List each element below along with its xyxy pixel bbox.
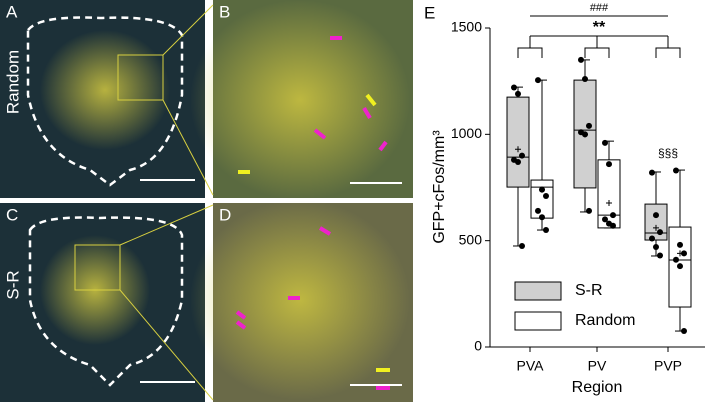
point: [653, 212, 659, 219]
point: [582, 131, 588, 138]
point: [539, 186, 545, 193]
mean: [515, 146, 521, 153]
point: [677, 263, 683, 270]
legend-label: Random: [575, 312, 635, 329]
box: [506, 96, 530, 188]
point: [535, 77, 541, 84]
point: [543, 227, 549, 234]
x-tick-label: PVA: [517, 358, 545, 374]
panel-label: B: [219, 2, 230, 21]
box: [644, 203, 668, 241]
point: [539, 214, 545, 221]
point: [578, 56, 584, 63]
point: [519, 152, 525, 159]
panel-label: E: [424, 3, 435, 22]
point: [586, 122, 592, 129]
point: [681, 250, 687, 257]
x-tick-label: PVP: [654, 358, 682, 374]
point: [649, 235, 655, 242]
x-tick-label: PV: [588, 358, 607, 374]
point: [586, 207, 592, 214]
row-label: S-R: [3, 270, 22, 299]
box: [597, 159, 621, 229]
y-tick-label: 0: [474, 338, 482, 354]
row-label: Random: [3, 50, 22, 114]
y-tick-label: 1000: [451, 125, 482, 141]
point: [657, 252, 663, 259]
point: [653, 244, 659, 251]
point: [511, 84, 517, 91]
annotation: ###: [590, 2, 609, 14]
panel-c: [0, 203, 205, 402]
mean: [606, 200, 612, 207]
mean: [653, 224, 659, 231]
annotation: **: [593, 19, 606, 36]
y-tick-label: 1500: [451, 19, 482, 35]
panel-a: [0, 0, 205, 198]
panel-d: [190, 200, 413, 402]
point: [681, 328, 687, 335]
box: [530, 179, 554, 219]
point: [602, 216, 608, 223]
panel-label: C: [6, 205, 18, 224]
point: [602, 139, 608, 146]
legend-swatch: [514, 281, 562, 301]
point: [649, 169, 655, 176]
point: [519, 242, 525, 249]
point: [515, 90, 521, 97]
point: [677, 241, 683, 248]
y-axis-label: GFP+cFos/mm³: [431, 130, 448, 244]
zoom-line: [162, 4, 214, 56]
y-tick-label: 500: [459, 231, 483, 247]
legend-label: S-R: [575, 282, 603, 299]
x-axis-label: Region: [572, 379, 623, 396]
point: [673, 256, 679, 263]
panel-label: A: [6, 2, 18, 21]
zoom-line: [119, 204, 214, 246]
point: [535, 207, 541, 214]
point: [610, 212, 616, 219]
legend-swatch: [514, 311, 562, 331]
zoom-line: [162, 99, 214, 196]
point: [673, 167, 679, 174]
panel-b: [190, 0, 413, 200]
point: [606, 161, 612, 168]
bracket: [517, 15, 681, 58]
zoom-line: [119, 289, 214, 401]
point: [657, 229, 663, 236]
point: [543, 193, 549, 200]
annotation: §§§: [658, 146, 678, 160]
point: [515, 158, 521, 165]
point: [582, 76, 588, 83]
panel-label: D: [219, 205, 231, 224]
point: [610, 222, 616, 229]
